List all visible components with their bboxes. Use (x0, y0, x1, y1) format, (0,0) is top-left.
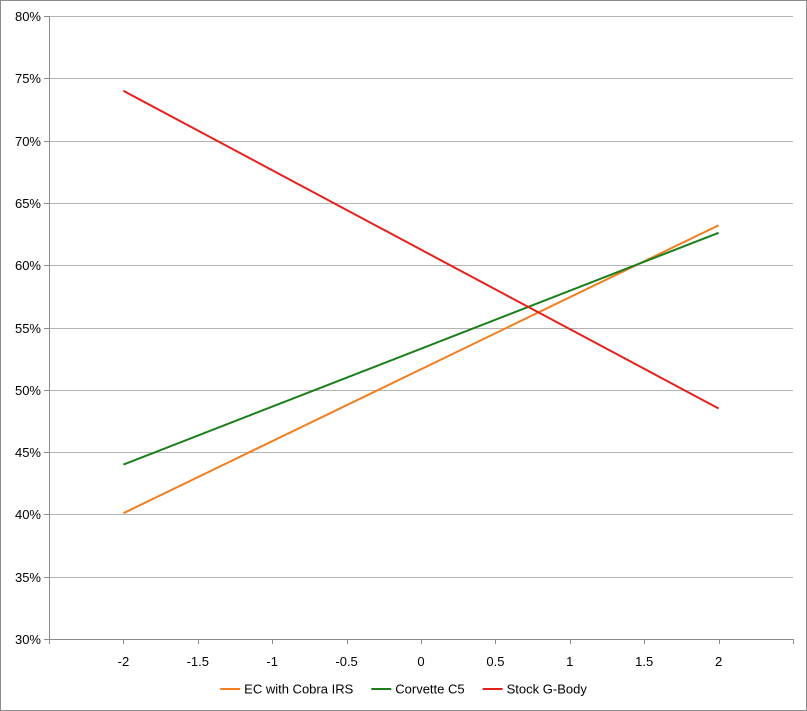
y-tick-label: 80% (15, 9, 41, 24)
y-tick-label: 60% (15, 258, 41, 273)
x-tick-label: -1.5 (187, 654, 209, 669)
series-line-3 (122, 89, 720, 410)
y-tick-label: 30% (15, 632, 41, 647)
series-line-1 (122, 224, 720, 515)
y-tick-label: 55% (15, 321, 41, 336)
y-tick-label: 70% (15, 134, 41, 149)
y-tick-label: 45% (15, 445, 41, 460)
x-tick-label: 0 (417, 654, 424, 669)
x-tick-label: -0.5 (335, 654, 357, 669)
tick-labels: 30% 35% 40% 45% 50% 55% 60% 65% 70% 75% 80% -2 -1.5 -… (15, 9, 722, 669)
x-tick-label: 2 (715, 654, 722, 669)
x-tick-label: 1.5 (635, 654, 653, 669)
y-tick-label: 35% (15, 570, 41, 585)
x-tick-label: -2 (118, 654, 130, 669)
legend: EC with Cobra IRS Corvette C5 Stock G-Body (220, 682, 587, 697)
y-tick-label: 40% (15, 507, 41, 522)
series-lines (122, 89, 720, 515)
x-tick-label: 1 (566, 654, 573, 669)
y-tick-label: 75% (15, 71, 41, 86)
x-tick-label: -1 (266, 654, 278, 669)
x-tick-label: 0.5 (486, 654, 504, 669)
legend-label-3: Stock G-Body (507, 682, 588, 697)
axes (44, 16, 794, 644)
y-tick-label: 65% (15, 196, 41, 211)
legend-label-2: Corvette C5 (395, 682, 464, 697)
y-tick-label: 50% (15, 383, 41, 398)
series-line-2 (123, 231, 719, 466)
legend-label-1: EC with Cobra IRS (244, 682, 353, 697)
